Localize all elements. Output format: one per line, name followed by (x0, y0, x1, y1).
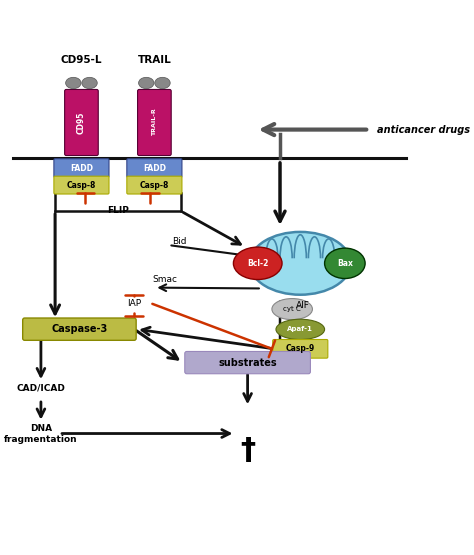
Text: CAD/ICAD: CAD/ICAD (17, 384, 65, 393)
FancyBboxPatch shape (23, 318, 136, 340)
Text: AIF: AIF (296, 301, 310, 310)
Text: FADD: FADD (70, 164, 93, 173)
Text: Caspase-3: Caspase-3 (51, 324, 108, 334)
Ellipse shape (250, 232, 351, 295)
Text: CD95-L: CD95-L (61, 55, 102, 65)
Ellipse shape (65, 77, 81, 89)
FancyBboxPatch shape (137, 89, 171, 155)
Text: anticancer drugs: anticancer drugs (377, 124, 470, 134)
Text: Casp-8: Casp-8 (67, 180, 96, 190)
Ellipse shape (272, 299, 312, 320)
Text: FLIP: FLIP (107, 206, 129, 215)
Ellipse shape (155, 77, 170, 89)
Text: substrates: substrates (219, 357, 277, 367)
FancyBboxPatch shape (54, 159, 109, 178)
Text: Casp-8: Casp-8 (140, 180, 169, 190)
Text: Apaf-1: Apaf-1 (287, 326, 313, 332)
Text: FADD: FADD (143, 164, 166, 173)
Text: Casp-9: Casp-9 (286, 344, 315, 354)
Text: TRAIL: TRAIL (137, 55, 171, 65)
FancyBboxPatch shape (64, 89, 98, 155)
FancyBboxPatch shape (54, 176, 109, 194)
Text: Smac: Smac (152, 275, 177, 284)
Ellipse shape (138, 77, 154, 89)
Text: Bid: Bid (173, 236, 187, 245)
Text: DNA
fragmentation: DNA fragmentation (4, 424, 78, 443)
FancyBboxPatch shape (127, 159, 182, 178)
Text: Bax: Bax (337, 259, 353, 268)
Ellipse shape (325, 248, 365, 279)
Text: Bcl-2: Bcl-2 (247, 259, 268, 268)
Ellipse shape (233, 247, 282, 280)
Text: TRAIL-R: TRAIL-R (152, 109, 157, 137)
Text: cyt C: cyt C (283, 306, 301, 312)
Text: CD95: CD95 (77, 112, 86, 134)
Ellipse shape (82, 77, 97, 89)
Text: IAP: IAP (127, 299, 141, 309)
FancyBboxPatch shape (127, 176, 182, 194)
Text: †: † (240, 436, 255, 465)
FancyBboxPatch shape (185, 351, 310, 374)
Ellipse shape (276, 319, 325, 340)
FancyBboxPatch shape (273, 340, 328, 358)
